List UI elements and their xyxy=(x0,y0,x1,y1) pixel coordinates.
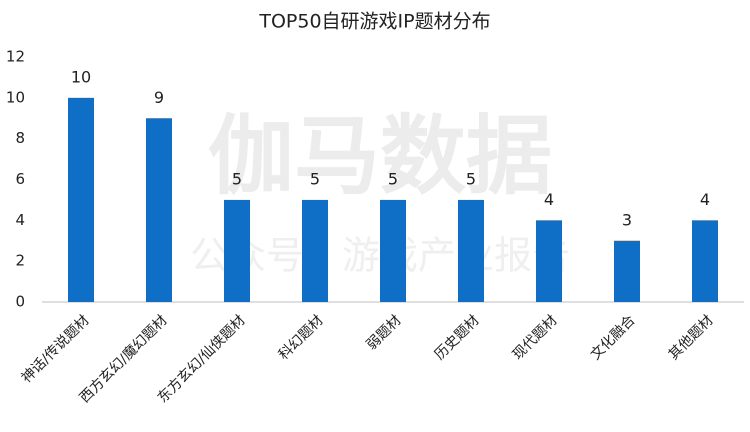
y-tick-label: 0 xyxy=(15,293,25,311)
data-label: 4 xyxy=(544,190,554,209)
y-tick-label: 2 xyxy=(15,252,25,270)
data-label: 9 xyxy=(154,88,164,107)
y-tick-label: 8 xyxy=(15,129,25,147)
data-label: 5 xyxy=(232,169,242,188)
x-tick-label: 科幻题材 xyxy=(276,312,327,363)
y-tick-label: 10 xyxy=(6,88,25,106)
watermark: 伽马数据 xyxy=(208,106,552,206)
data-label: 5 xyxy=(466,169,476,188)
bar xyxy=(458,199,484,302)
x-tick-label: 弱题材 xyxy=(364,312,405,353)
bar xyxy=(692,220,718,302)
chart-title: TOP50自研游戏IP题材分布 xyxy=(258,11,490,33)
y-tick-label: 4 xyxy=(15,211,25,229)
x-tick-label: 神话/传说题材 xyxy=(19,312,93,386)
bar xyxy=(224,199,250,302)
bar xyxy=(614,240,640,302)
bar xyxy=(146,118,172,302)
x-tick-label: 历史题材 xyxy=(432,312,483,363)
x-tick-label: 现代题材 xyxy=(510,312,561,363)
bar xyxy=(536,220,562,302)
x-tick-label: 其他题材 xyxy=(666,312,717,363)
data-label: 5 xyxy=(388,169,398,188)
data-label: 5 xyxy=(310,169,320,188)
data-label: 10 xyxy=(71,67,91,86)
bar xyxy=(68,97,94,302)
bar xyxy=(302,199,328,302)
bar xyxy=(380,199,406,302)
x-tick-label: 文化融合 xyxy=(588,312,639,363)
data-label: 3 xyxy=(622,210,632,229)
y-tick-label: 12 xyxy=(6,48,25,66)
y-tick-label: 6 xyxy=(15,170,25,188)
data-label: 4 xyxy=(700,190,710,209)
